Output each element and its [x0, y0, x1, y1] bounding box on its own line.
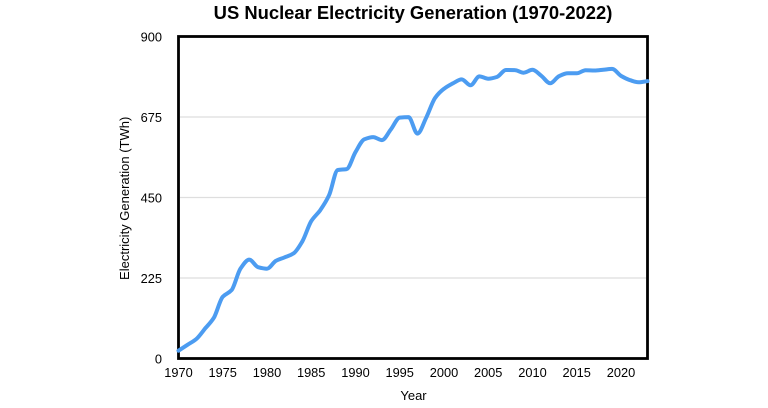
svg-text:1995: 1995	[385, 365, 413, 380]
svg-text:2020: 2020	[607, 365, 635, 380]
svg-text:0: 0	[155, 352, 162, 367]
svg-text:225: 225	[141, 271, 162, 286]
svg-text:900: 900	[141, 30, 162, 45]
svg-text:Year: Year	[400, 388, 427, 403]
svg-text:1980: 1980	[253, 365, 281, 380]
svg-text:US Nuclear Electricity Generat: US Nuclear Electricity Generation (1970-…	[214, 2, 613, 23]
svg-text:2000: 2000	[430, 365, 458, 380]
svg-text:2015: 2015	[562, 365, 590, 380]
svg-text:2010: 2010	[518, 365, 546, 380]
svg-text:1990: 1990	[341, 365, 369, 380]
svg-text:1975: 1975	[208, 365, 236, 380]
svg-text:450: 450	[141, 191, 162, 206]
svg-text:1985: 1985	[297, 365, 325, 380]
svg-text:1970: 1970	[164, 365, 192, 380]
svg-text:675: 675	[141, 110, 162, 125]
svg-text:Electricity Generation (TWh): Electricity Generation (TWh)	[117, 117, 132, 280]
svg-text:2005: 2005	[474, 365, 502, 380]
